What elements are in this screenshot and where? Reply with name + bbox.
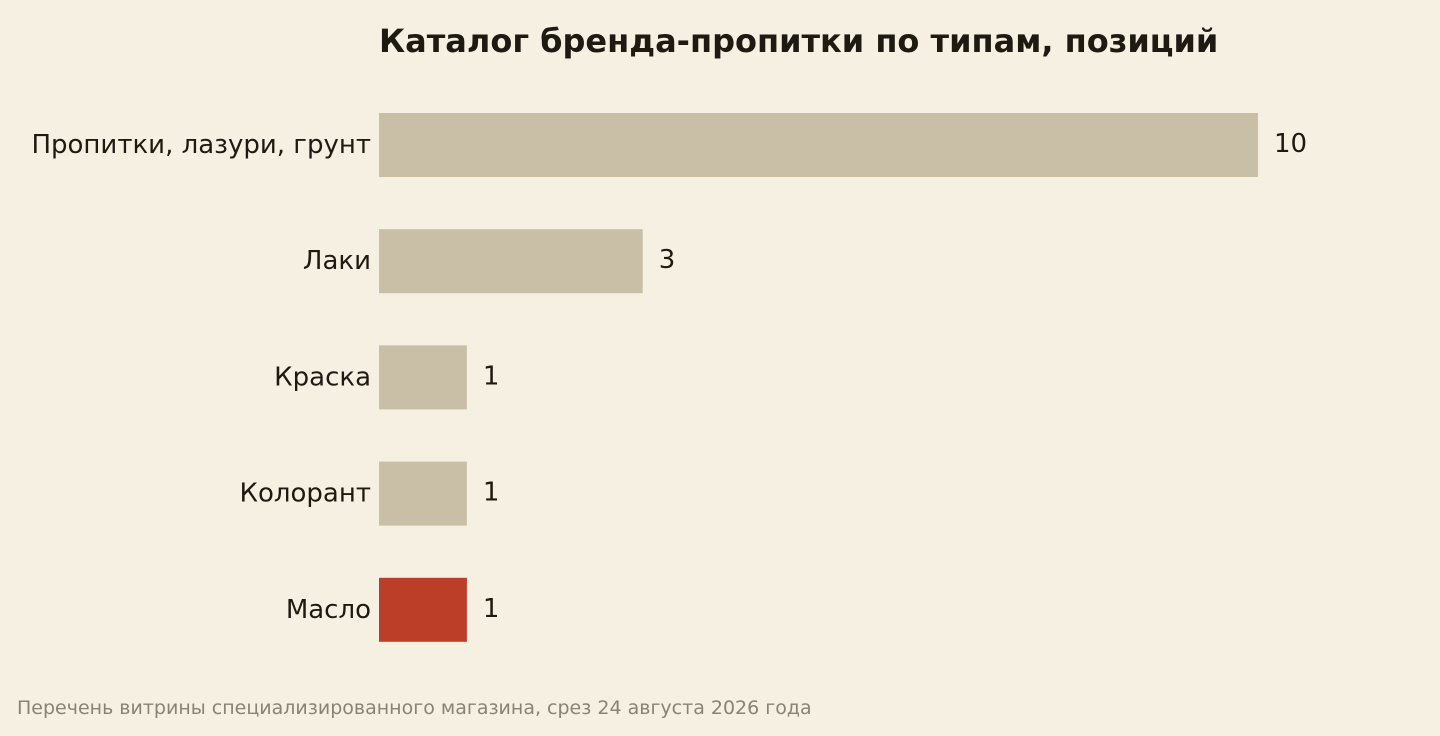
category-label-item-4: Колорант [240, 479, 371, 509]
value-label-item-5: 1 [483, 594, 500, 624]
category-label-item-1: Пропитки, лазури, грунт [31, 130, 371, 160]
bar-item-3 [379, 345, 467, 410]
bar-item-4 [379, 461, 467, 526]
bar-item-2 [379, 229, 643, 294]
value-label-item-1: 10 [1274, 129, 1307, 159]
value-label-item-3: 1 [483, 361, 500, 391]
value-label-item-2: 3 [659, 245, 676, 275]
bar-item-5 [379, 577, 467, 642]
bars-group: Пропитки, лазури, грунт 10 Лаки 3 Краска 1 Кол… [31, 113, 1307, 642]
category-label-item-2: Лаки [303, 246, 371, 276]
category-label-item-3: Краска [274, 362, 371, 392]
chart-title: Каталог бренда-пропитки по типам, позици… [379, 22, 1218, 60]
category-label-item-5: Масло [286, 595, 371, 625]
value-label-item-4: 1 [483, 478, 500, 508]
bar-item-1 [379, 113, 1258, 177]
source-note: Перечень витрины специализированного маг… [17, 697, 812, 719]
